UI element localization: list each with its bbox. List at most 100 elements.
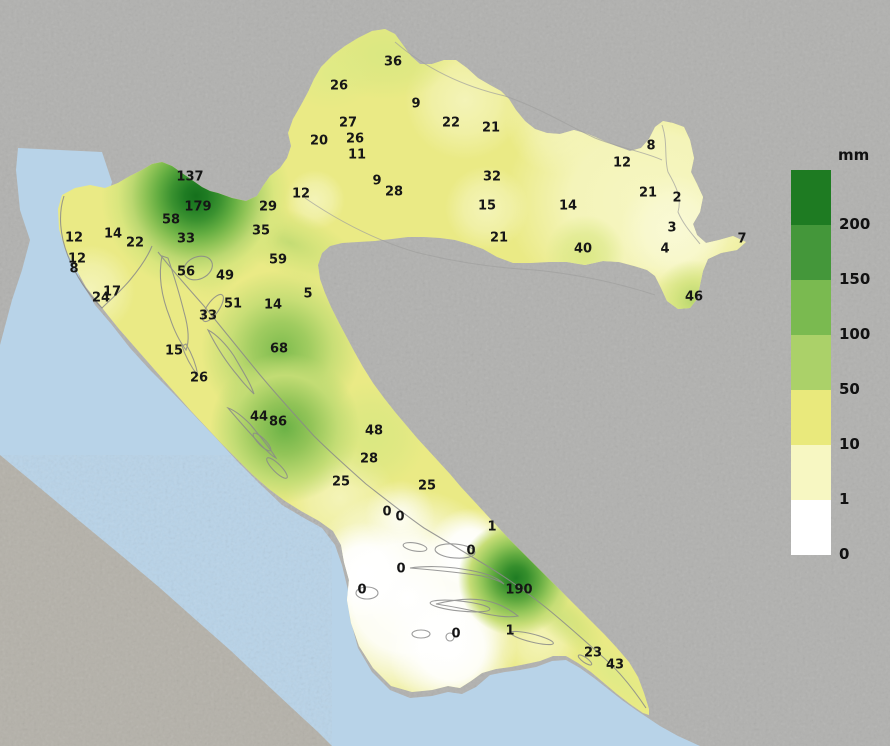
station-value: 9 [411,97,420,112]
river-danube [661,124,701,245]
station-value: 20 [310,134,328,149]
station-value: 9 [372,174,381,189]
island-cres [159,255,189,352]
station-value: 86 [269,415,287,430]
mainland-coastline [157,251,647,709]
station-value: 58 [162,213,180,228]
station-value: 7 [737,232,746,247]
station-value: 5 [303,287,312,302]
island-kornati [266,457,288,479]
station-value: 22 [126,236,144,251]
station-value: 68 [270,342,288,357]
island-vis [355,586,379,600]
station-value: 33 [199,309,217,324]
station-value: 8 [646,139,655,154]
legend-band-label: 10 [839,435,860,453]
station-value: 3 [667,221,676,236]
station-value: 51 [224,297,242,312]
station-value: 26 [190,371,208,386]
legend-band: 150 [791,225,886,288]
station-value: 26 [330,79,348,94]
legend-band-label: 150 [839,270,871,288]
island-islet [445,632,455,642]
station-value: 17 [103,285,121,300]
station-value: 0 [357,583,366,598]
station-value: 28 [360,452,378,467]
station-value: 24 [92,291,110,306]
station-value: 25 [332,475,350,490]
station-value: 12 [68,252,86,267]
station-value: 44 [250,410,268,425]
station-value: 8 [69,262,78,277]
legend-band-label: 50 [839,380,860,398]
coastlines [59,195,647,709]
istria-coastline [59,195,153,309]
station-value: 14 [104,227,122,242]
river-drava [394,41,663,161]
island-brac [434,543,476,559]
station-value: 32 [483,170,501,185]
legend-swatch [791,280,831,335]
station-value: 59 [269,253,287,268]
station-value: 2 [672,191,681,206]
station-value: 0 [395,510,404,525]
station-value: 26 [346,132,364,147]
station-value: 0 [466,544,475,559]
island-mljet [510,630,554,646]
station-value: 25 [418,479,436,494]
adriatic-sea [0,148,700,746]
legend-band-label: 1 [839,490,850,508]
station-value: 15 [478,199,496,214]
station-value: 29 [259,200,277,215]
station-value: 14 [559,199,577,214]
rivers [304,41,701,296]
station-value: 46 [685,290,703,305]
legend-bands: 200 150 100 50 10 1 0 [791,170,886,563]
station-value: 27 [339,116,357,131]
legend-band-label: 0 [839,545,850,563]
station-value: 12 [613,156,631,171]
island-pag [206,328,255,395]
legend-swatch [791,500,831,555]
legend-band: 50 [791,335,886,398]
station-value: 1 [505,624,514,639]
island-ugljan [252,432,272,452]
station-value: 33 [177,232,195,247]
legend-title: mm [838,146,870,164]
legend-swatch [791,445,831,500]
legend-band: 10 [791,390,886,453]
station-value: 56 [177,265,195,280]
station-value: 35 [252,224,270,239]
legend-band-label: 100 [839,325,871,343]
station-value: 43 [606,658,624,673]
legend-band: 0 [791,500,886,563]
station-value: 15 [165,344,183,359]
station-value: 28 [385,185,403,200]
station-value: 40 [574,242,592,257]
island-krk [183,255,213,281]
station-value: 12 [65,231,83,246]
station-value: 1 [487,520,496,535]
station-value: 48 [365,424,383,439]
island-hvar [409,566,505,585]
station-value: 21 [639,186,657,201]
station-value: 14 [264,298,282,313]
river-sava [304,197,656,296]
legend-band: 1 [791,445,886,508]
station-value: 0 [451,627,460,642]
station-value: 137 [176,170,203,185]
station-value: 23 [584,646,602,661]
station-value: 21 [490,231,508,246]
station-value: 4 [660,242,669,257]
legend-swatch [791,335,831,390]
legend-band: 100 [791,280,886,343]
station-value: 49 [216,269,234,284]
station-value: 22 [442,116,460,131]
station-value: 0 [382,505,391,520]
station-value: 11 [348,148,366,163]
legend: mm 200 150 100 50 10 1 0 [791,146,886,563]
station-value: 12 [292,187,310,202]
